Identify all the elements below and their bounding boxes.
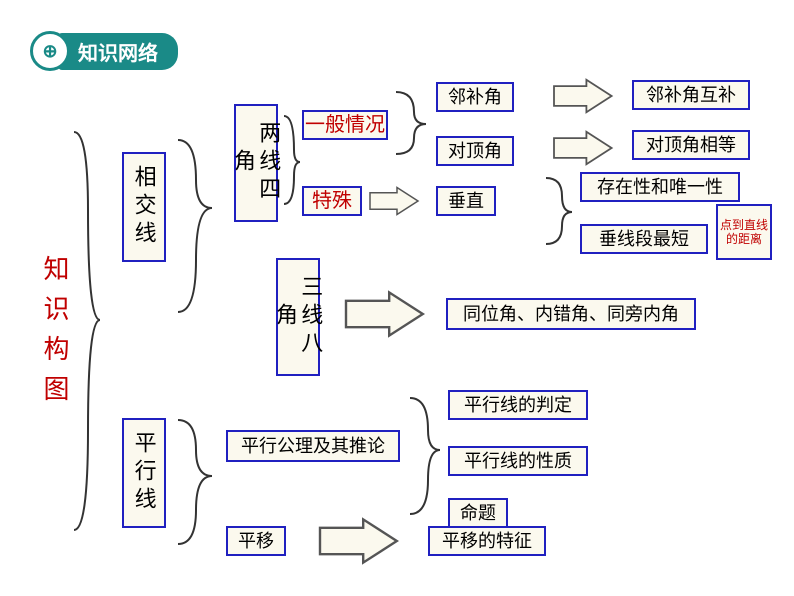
title-text: 知识网络 xyxy=(58,33,178,70)
node-trans: 平移 xyxy=(226,526,286,556)
node-vert-r: 对顶角相等 xyxy=(632,130,750,160)
node-prop2: 命题 xyxy=(448,498,508,528)
node-adj-r: 邻补角互补 xyxy=(632,80,750,110)
zoom-icon: ⊕ xyxy=(30,31,70,71)
title-badge: ⊕ 知识网络 xyxy=(30,32,178,70)
node-axiom: 平行公理及其推论 xyxy=(226,430,400,462)
node-exist: 存在性和唯一性 xyxy=(580,172,740,202)
node-angles3: 同位角、内错角、同旁内角 xyxy=(446,298,696,330)
diagram-stage: ⊕ 知识网络 知识构图 相交线 平行线 两线四角 三线八角 一般情况 特殊 邻补… xyxy=(0,0,794,596)
node-three8: 三线八角 xyxy=(276,258,320,376)
node-two4: 两线四角 xyxy=(234,104,278,222)
node-adj: 邻补角 xyxy=(436,82,514,112)
root-label: 知识构图 xyxy=(36,255,73,415)
node-perp: 垂直 xyxy=(436,186,496,216)
node-short: 垂线段最短 xyxy=(580,224,708,254)
node-parallel: 平行线 xyxy=(122,418,166,528)
node-special: 特殊 xyxy=(302,186,362,216)
node-dist: 点到直线的距离 xyxy=(716,204,772,260)
node-prop: 平行线的性质 xyxy=(448,446,588,476)
node-trans-feat: 平移的特征 xyxy=(428,526,546,556)
node-intersect: 相交线 xyxy=(122,152,166,262)
node-general: 一般情况 xyxy=(302,110,388,140)
node-judge: 平行线的判定 xyxy=(448,390,588,420)
node-vert: 对顶角 xyxy=(436,136,514,166)
